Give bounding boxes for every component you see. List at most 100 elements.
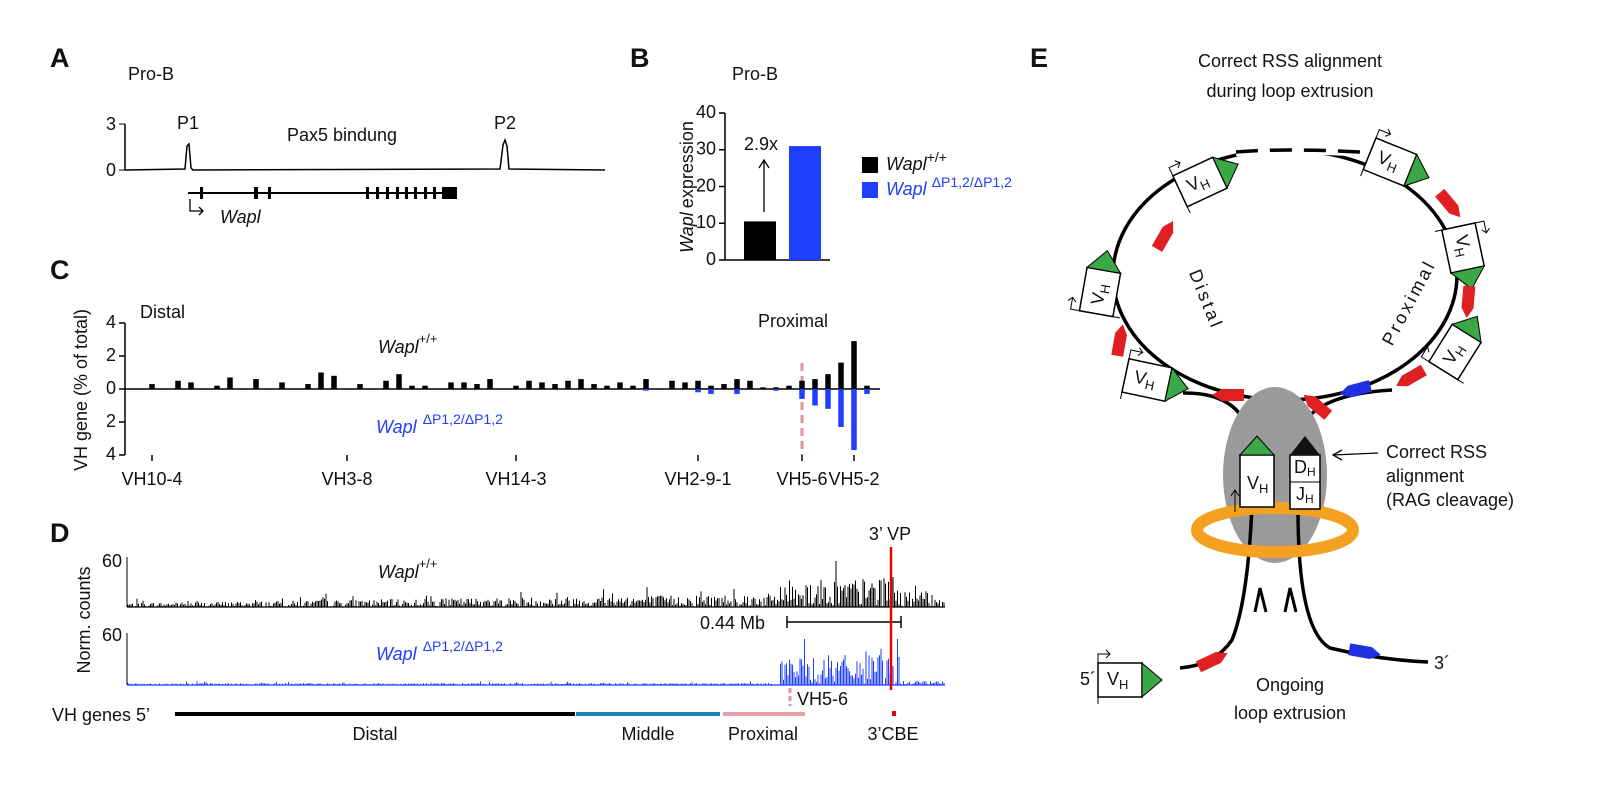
annotation: Proximal (758, 311, 828, 331)
rss-arrow (1303, 394, 1333, 420)
panel-d: 3’ VP Norm. counts 60 60 Wapl+/+ Wapl ΔP1… (52, 524, 919, 744)
bar (474, 384, 480, 389)
bar (175, 380, 181, 389)
rss-arrow (1348, 643, 1381, 659)
bar (838, 362, 844, 389)
arm-label: Proximal (1378, 256, 1440, 348)
y-axis-label: Wapl expression (677, 121, 697, 253)
rss (1449, 265, 1486, 290)
x-tick-label: VH10-4 (121, 469, 182, 489)
title: Pro-B (128, 64, 174, 84)
bar (630, 385, 636, 389)
gene-box: VH (1097, 649, 1163, 704)
loop-dashed (1235, 148, 1361, 154)
bar (789, 146, 821, 260)
bar (214, 385, 220, 389)
bar (760, 387, 766, 389)
gene-main: J (1296, 484, 1305, 504)
cbe-label: 3’CBE (867, 724, 918, 744)
title: Correct RSS alignment (1198, 51, 1382, 71)
title: during loop extrusion (1206, 81, 1373, 101)
bar (744, 221, 776, 260)
y-axis-label: VH gene (% of total) (71, 309, 91, 471)
region-label: Proximal (728, 724, 798, 744)
y-tick-label: 4 (106, 312, 116, 332)
bar (864, 385, 870, 389)
bar (799, 380, 805, 389)
track-superscript: ΔP1,2/ΔP1,2 (423, 638, 503, 654)
bar (461, 382, 467, 389)
extrusion-arrows (1253, 587, 1298, 613)
series-name: Wapl (376, 417, 418, 437)
bar (825, 389, 831, 409)
panel-label: A (50, 43, 70, 73)
bar (773, 389, 779, 391)
y-tick-label: 4 (106, 444, 116, 464)
gene-sub: H (1119, 677, 1128, 692)
bar (565, 380, 571, 389)
scale-bar (786, 616, 902, 628)
bar (578, 379, 584, 389)
gene-box-label: VH (1247, 473, 1268, 497)
bar (708, 385, 714, 389)
region-label: Middle (621, 724, 674, 744)
genes-label: VH genes 5’ (52, 705, 150, 725)
gene-main: V (1452, 233, 1474, 249)
track-name: Wapl (378, 562, 420, 582)
callout-arrow (1331, 449, 1379, 461)
orientation-arrow (1067, 296, 1120, 319)
y-tick-label: 0 (106, 378, 116, 398)
bar (734, 379, 740, 389)
callout: Correct RSS (1386, 442, 1487, 462)
bar (773, 387, 779, 389)
ring (1191, 502, 1359, 558)
gene-box: VH (1360, 128, 1430, 187)
gene-sub: H (1307, 465, 1316, 479)
bar (604, 385, 610, 389)
hub-vh: VH (1230, 435, 1276, 512)
bar (591, 384, 597, 389)
bar (422, 385, 428, 389)
panel-label: C (50, 255, 70, 285)
rss-arrow (1435, 188, 1461, 218)
y-tick-label: 40 (696, 102, 716, 122)
orientation-arrow (1360, 128, 1392, 177)
annotation: Distal (140, 302, 185, 322)
gene-sub: H (1259, 481, 1268, 496)
y-tick-label: 10 (696, 212, 716, 232)
x-tick-label: VH3-8 (321, 469, 372, 489)
gene-box: VH (1420, 315, 1483, 384)
orientation-arrow (1168, 160, 1191, 214)
gene-box: VH (1168, 156, 1239, 214)
end-label: 5´ (1080, 669, 1096, 689)
bar (513, 385, 519, 389)
bar (253, 379, 259, 389)
exons (200, 187, 457, 199)
bar (643, 389, 649, 391)
y-tick-label: 2 (106, 345, 116, 365)
marker-label: 3’ VP (869, 524, 911, 544)
series-name: Wapl (378, 337, 420, 357)
bar (682, 382, 688, 389)
series-label: Wapl+/+ (378, 331, 437, 356)
tss-arrow (189, 199, 204, 216)
bar (617, 382, 623, 389)
gene-box-label: VH (1107, 669, 1128, 693)
track-name: Wapl (376, 644, 418, 664)
gene-box-label: VH (1132, 366, 1158, 394)
rss (1141, 661, 1163, 699)
gene-box-label: VH (1087, 282, 1114, 307)
panel-e: Correct RSS alignment during loop extrus… (1080, 51, 1514, 723)
bar (526, 380, 532, 389)
caption: Ongoing (1256, 675, 1324, 695)
bar (851, 341, 857, 389)
bar (812, 389, 818, 406)
bar (331, 375, 337, 389)
annotation: 2.9x (744, 134, 778, 154)
rss-arrow (1339, 380, 1373, 398)
track-label: Wapl+/+ (378, 556, 437, 581)
track-max: 60 (102, 551, 122, 571)
fold-arrow (758, 158, 770, 212)
y-tick-label: 30 (696, 139, 716, 159)
